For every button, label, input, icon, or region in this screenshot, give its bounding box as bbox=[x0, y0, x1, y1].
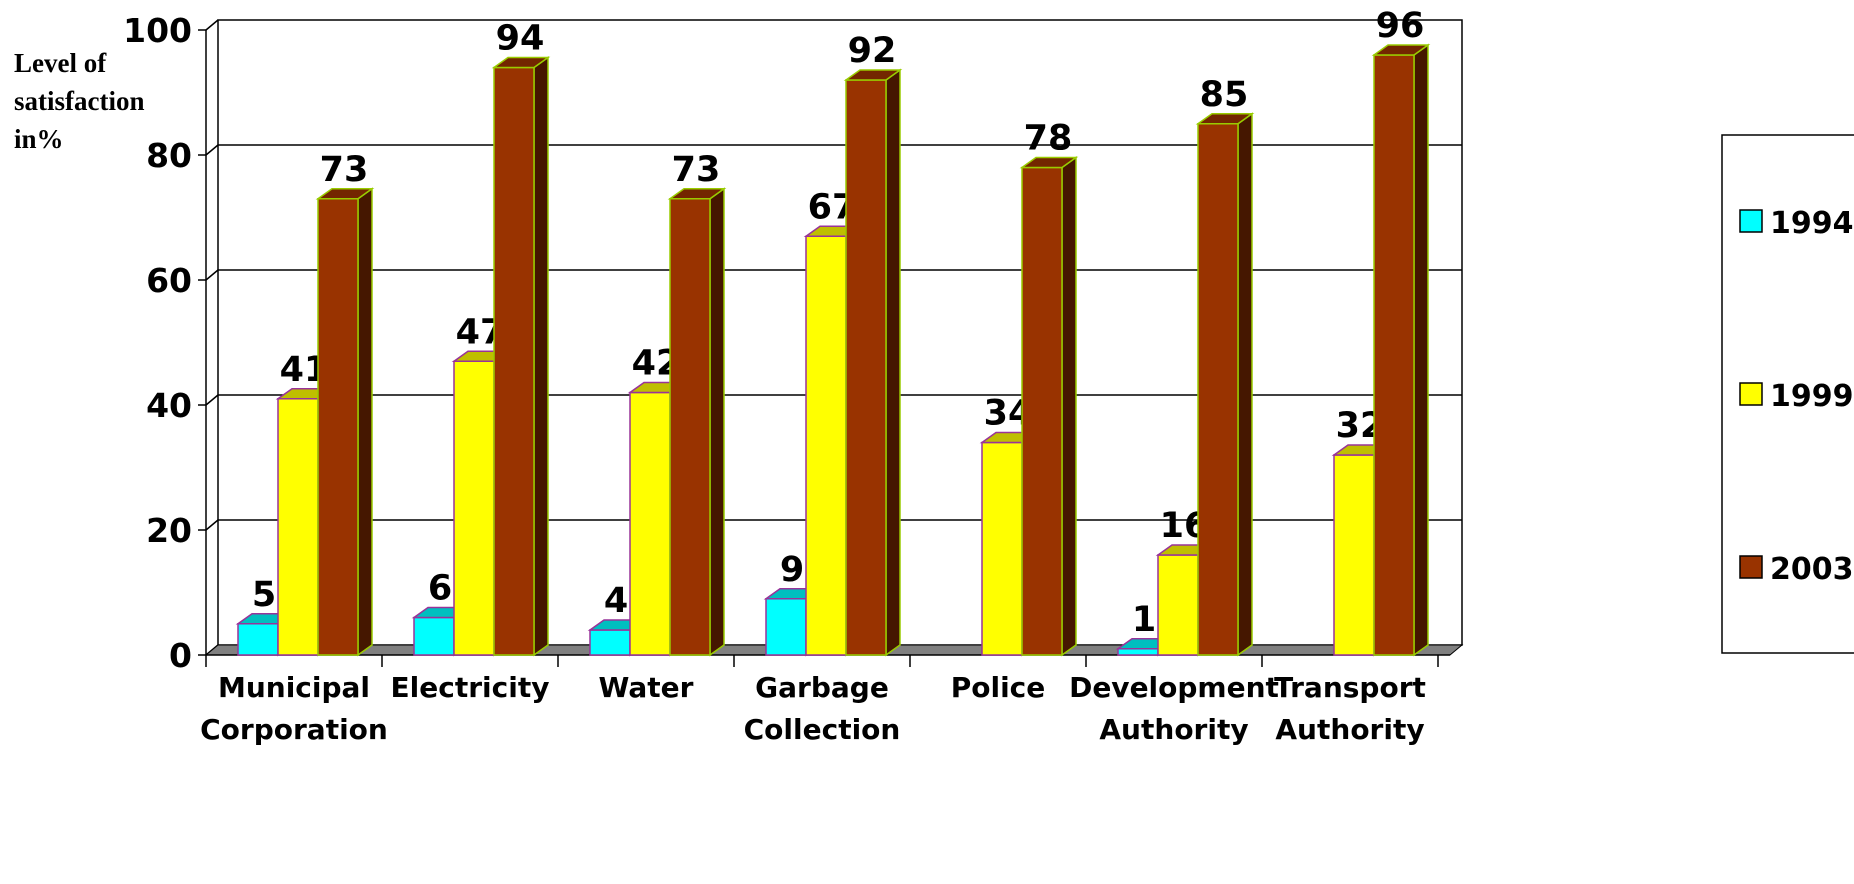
gridline-side bbox=[205, 144, 219, 156]
bar-front bbox=[805, 235, 847, 656]
bar-side bbox=[1061, 156, 1077, 657]
x-tick-label: Garbage bbox=[755, 671, 889, 704]
bar-2003-3 bbox=[843, 68, 903, 657]
data-label: 85 bbox=[1200, 75, 1249, 115]
x-tick-label: Authority bbox=[1275, 713, 1424, 746]
y-tick-label: 60 bbox=[146, 261, 192, 300]
data-label: 78 bbox=[1024, 119, 1073, 159]
data-label: 9 bbox=[780, 550, 804, 590]
data-label: 96 bbox=[1376, 6, 1425, 46]
x-tick-label: Collection bbox=[744, 713, 901, 746]
gridline-side bbox=[205, 19, 219, 31]
bar-top bbox=[491, 56, 551, 69]
gridline-side bbox=[205, 394, 219, 406]
x-tick-label: Municipal bbox=[218, 671, 370, 704]
data-label: 6 bbox=[428, 569, 452, 609]
bar-top bbox=[843, 69, 903, 81]
legend-entry: 1994 bbox=[1770, 206, 1854, 241]
bar-front bbox=[1333, 454, 1375, 656]
legend-swatch bbox=[1739, 209, 1763, 233]
bar-front bbox=[845, 79, 887, 656]
bar-front bbox=[981, 441, 1023, 656]
gridline-side bbox=[205, 519, 219, 531]
bar-front bbox=[629, 391, 671, 656]
bar-front bbox=[1373, 54, 1415, 656]
data-label: 73 bbox=[320, 150, 369, 190]
x-tick-label: Electricity bbox=[391, 671, 550, 704]
legend: 1994 1999 2003 bbox=[1721, 134, 1854, 654]
bar-top bbox=[1195, 113, 1255, 125]
x-tick-label: Transport bbox=[1274, 671, 1426, 704]
bar-2003-6 bbox=[1371, 43, 1431, 657]
x-tick-label: Corporation bbox=[200, 713, 388, 746]
bar-side bbox=[533, 56, 549, 657]
bar-top bbox=[667, 188, 727, 200]
x-tick-label: Police bbox=[951, 671, 1046, 704]
bar-front bbox=[589, 629, 631, 656]
bar-front bbox=[1117, 648, 1159, 656]
bar-front bbox=[277, 398, 319, 656]
bar-front bbox=[1157, 554, 1199, 656]
bar-front bbox=[765, 598, 807, 656]
bar-2003-2 bbox=[667, 187, 727, 657]
bar-side bbox=[1413, 43, 1429, 657]
y-axis-label: Level of satisfaction in% bbox=[14, 48, 145, 154]
bar-top bbox=[1371, 44, 1431, 56]
bar-2003-0 bbox=[315, 187, 375, 657]
data-label: 94 bbox=[496, 19, 545, 59]
y-tick-label: 80 bbox=[146, 136, 192, 175]
bar-side bbox=[1237, 112, 1253, 657]
data-label: 1 bbox=[1132, 600, 1156, 640]
bar-top bbox=[1019, 156, 1079, 169]
bar-front bbox=[1021, 166, 1063, 656]
bar-top bbox=[315, 188, 375, 200]
y-tick-label: 0 bbox=[169, 636, 192, 675]
x-tick-label: Authority bbox=[1099, 713, 1248, 746]
bar-2003-1 bbox=[491, 56, 551, 657]
data-label: 73 bbox=[672, 150, 721, 190]
data-label: 5 bbox=[252, 575, 276, 615]
y-tick-label: 40 bbox=[146, 386, 192, 425]
legend-swatch bbox=[1739, 555, 1763, 579]
legend-entry: 2003 bbox=[1770, 552, 1854, 587]
bar-front bbox=[1197, 123, 1239, 656]
y-tick-label: 100 bbox=[123, 11, 192, 50]
bar-2003-5 bbox=[1195, 112, 1255, 657]
bar-2003-4 bbox=[1019, 156, 1079, 657]
bar-front bbox=[413, 616, 455, 656]
bar-front bbox=[669, 198, 711, 656]
bar-front bbox=[453, 360, 495, 656]
legend-swatch bbox=[1739, 382, 1763, 406]
gridline-side bbox=[205, 269, 219, 281]
data-label: 92 bbox=[848, 31, 897, 71]
bar-front bbox=[237, 623, 279, 656]
data-label: 4 bbox=[604, 581, 628, 621]
y-tick-label: 20 bbox=[146, 511, 192, 550]
bar-side bbox=[709, 187, 725, 657]
bar-front bbox=[493, 66, 535, 656]
bar-side bbox=[357, 187, 373, 657]
bar-side bbox=[885, 68, 901, 657]
bar-front bbox=[317, 198, 359, 656]
x-tick-label: Development bbox=[1069, 671, 1279, 704]
x-tick-label: Water bbox=[599, 671, 694, 704]
legend-entry: 1999 bbox=[1770, 379, 1854, 414]
